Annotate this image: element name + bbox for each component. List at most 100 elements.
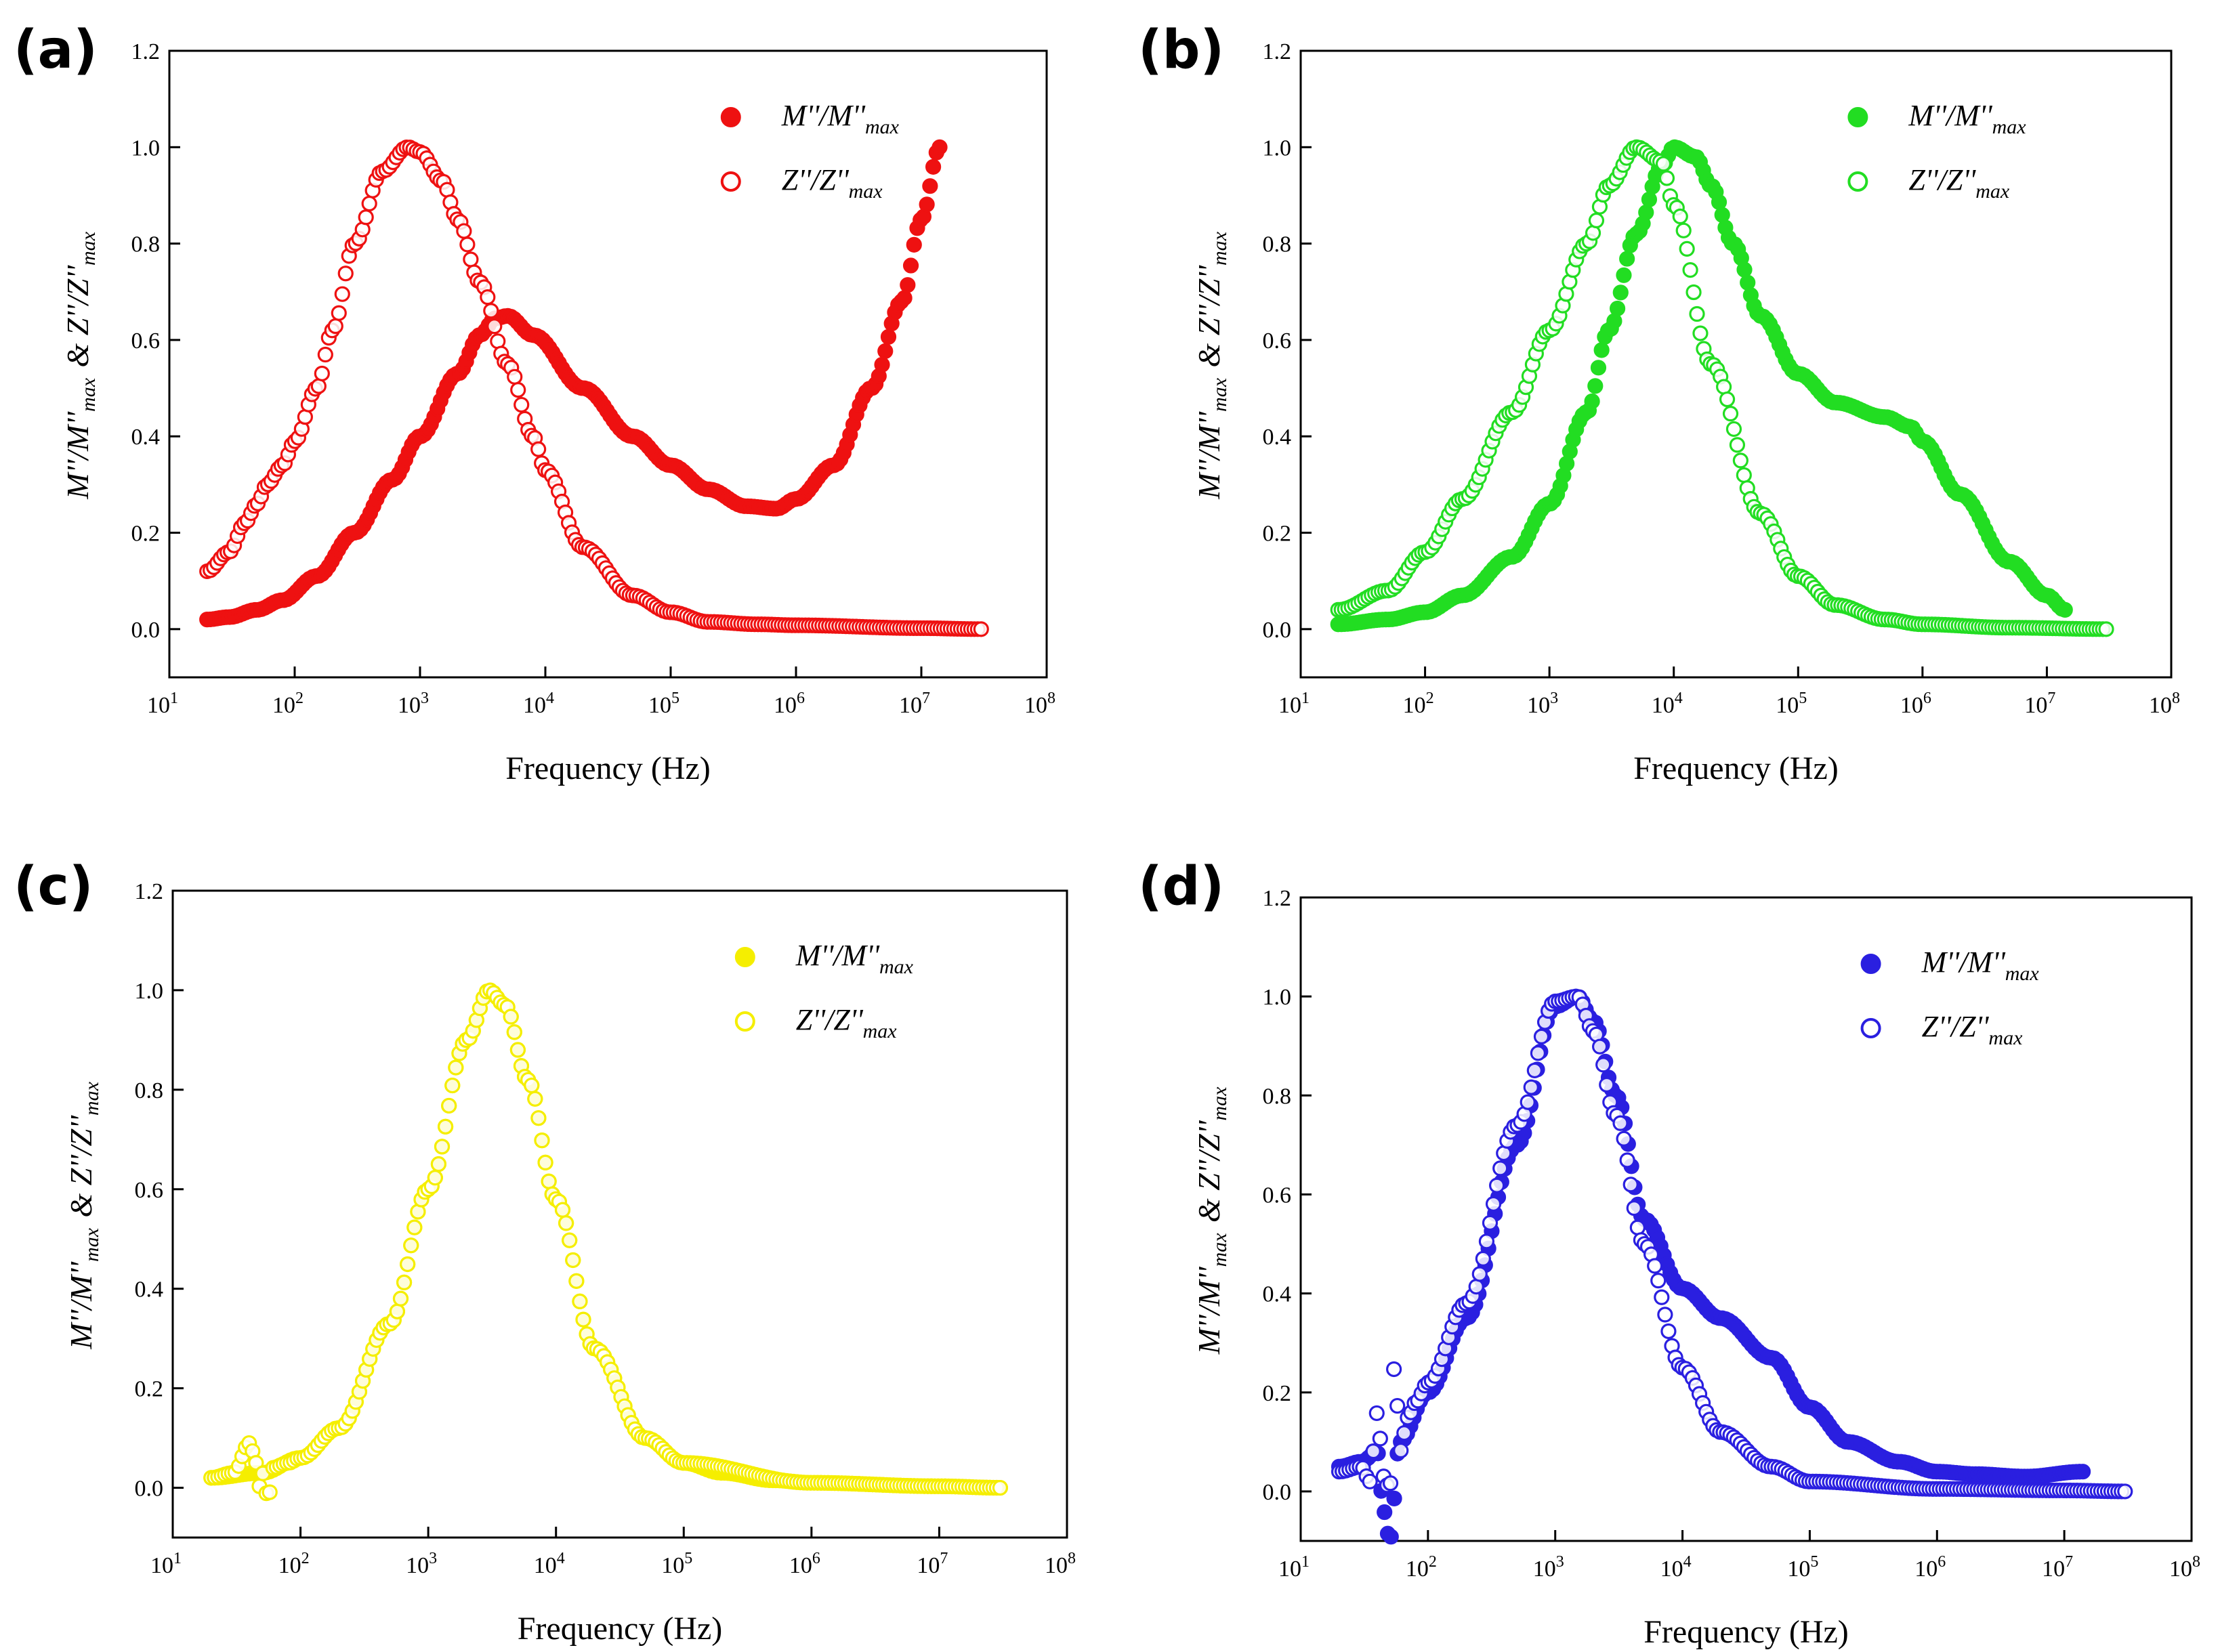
data-point	[919, 196, 935, 213]
plot-frame	[171, 889, 1068, 1539]
y-axis-title: M''/M''max & Z''/Z''max	[1192, 1084, 1231, 1355]
data-point	[1612, 284, 1629, 301]
x-tick-label: 101	[1278, 1553, 1310, 1582]
data-point	[1372, 1431, 1388, 1447]
data-point	[1365, 1443, 1381, 1460]
data-point	[1716, 379, 1732, 395]
y-tick-label: 1.0	[1263, 135, 1292, 161]
data-point	[1612, 1115, 1629, 1131]
data-point	[1396, 1425, 1412, 1441]
x-tick-label: 107	[917, 1550, 948, 1578]
x-tick-label: 102	[272, 690, 303, 718]
series-z-ratio	[1330, 139, 2114, 637]
data-point	[1393, 1442, 1409, 1459]
panel-letter: (a)	[14, 20, 98, 81]
data-point	[463, 251, 479, 268]
legend-marker	[1860, 1018, 1881, 1038]
y-tick-label: 1.2	[1263, 39, 1292, 64]
data-point	[568, 1273, 585, 1289]
y-tick-label: 0.8	[1263, 1084, 1292, 1109]
y-tick-label: 0.8	[135, 1078, 164, 1103]
y-tick-label: 0.4	[1263, 425, 1292, 450]
x-tick-label: 104	[1660, 1553, 1692, 1582]
y-tick-label: 0.0	[135, 1477, 164, 1502]
x-tick-label: 107	[2042, 1553, 2073, 1582]
x-tick-label: 103	[406, 1550, 437, 1578]
x-tick-label: 102	[278, 1550, 310, 1578]
x-tick-label: 106	[1914, 1553, 1946, 1582]
y-tick-label: 0.8	[1263, 232, 1292, 257]
data-point	[506, 1024, 522, 1040]
data-point	[1732, 452, 1748, 469]
data-point	[534, 1132, 550, 1149]
x-tick-label: 102	[1403, 690, 1434, 718]
data-point	[1629, 1219, 1646, 1235]
data-point	[514, 396, 530, 413]
data-point	[537, 1154, 553, 1170]
x-tick-label: 103	[398, 690, 429, 718]
x-axis-title: Frequency (Hz)	[505, 750, 711, 786]
data-point	[1485, 1195, 1502, 1212]
x-tick-label: 105	[1776, 690, 1807, 718]
x-tick-label: 101	[150, 1550, 182, 1578]
data-point	[483, 303, 499, 319]
y-tick-label: 0.6	[1263, 1183, 1292, 1208]
data-point	[503, 1009, 519, 1025]
data-point	[1593, 342, 1610, 358]
data-point	[900, 277, 916, 293]
legend-marker	[734, 1011, 755, 1032]
data-point	[1622, 1177, 1639, 1193]
data-point	[1368, 1405, 1385, 1422]
panel-letter: (c)	[14, 856, 93, 917]
data-point	[1492, 1160, 1509, 1177]
x-tick-label: 108	[1045, 1550, 1076, 1578]
data-point	[1595, 1057, 1612, 1073]
data-point	[1606, 313, 1622, 329]
x-tick-label: 106	[774, 690, 805, 718]
data-point	[541, 1173, 557, 1189]
data-point	[1382, 1475, 1399, 1491]
data-point	[459, 236, 476, 253]
data-point	[2057, 601, 2073, 618]
data-point	[1471, 1266, 1488, 1282]
data-point	[1658, 170, 1675, 186]
data-point	[1655, 156, 1672, 172]
data-point	[1523, 1079, 1539, 1095]
data-point	[434, 1139, 451, 1155]
data-point	[327, 318, 343, 335]
data-point	[1638, 205, 1654, 221]
data-point	[437, 1118, 454, 1135]
x-tick-label: 101	[147, 690, 178, 718]
x-tick-label: 101	[1278, 690, 1310, 718]
data-point	[1587, 378, 1604, 394]
data-point	[396, 1274, 413, 1290]
data-point	[1362, 1473, 1378, 1489]
series-z-ratio	[203, 982, 1009, 1502]
y-tick-label: 0.2	[135, 1377, 164, 1402]
data-point	[527, 1090, 543, 1107]
data-point	[1386, 1490, 1402, 1506]
y-tick-label: 0.4	[1263, 1282, 1292, 1307]
chart-panel-a: (a) 0.0 0.2 0.4 0.6 0.8 1.0 1.2 101 102 103 104 105 1…	[14, 20, 1055, 786]
plot-frame	[1299, 896, 2193, 1542]
x-tick-label: 108	[2169, 1553, 2200, 1582]
data-point	[902, 257, 919, 274]
data-point	[1592, 1038, 1608, 1055]
x-tick-label: 107	[899, 690, 930, 718]
data-point	[874, 356, 890, 373]
data-point	[1599, 1076, 1615, 1093]
y-tick-label: 0.6	[131, 329, 161, 354]
data-point	[1650, 1273, 1667, 1289]
panel-letter: (d)	[1138, 856, 1224, 917]
data-point	[317, 346, 333, 363]
chart-panel-b: (b) 0.0 0.2 0.4 0.6 0.8 1.0 1.2 101 102 103 104 105 1…	[1138, 20, 2180, 786]
data-point	[1736, 467, 1752, 484]
data-point	[1711, 194, 1727, 211]
data-point	[507, 368, 523, 385]
series-m-ratio	[199, 139, 948, 628]
y-tick-label: 1.2	[131, 39, 161, 64]
data-point	[1478, 1233, 1495, 1250]
data-point	[1626, 1200, 1642, 1216]
x-tick-label: 108	[1024, 690, 1055, 718]
data-point	[565, 1252, 581, 1269]
